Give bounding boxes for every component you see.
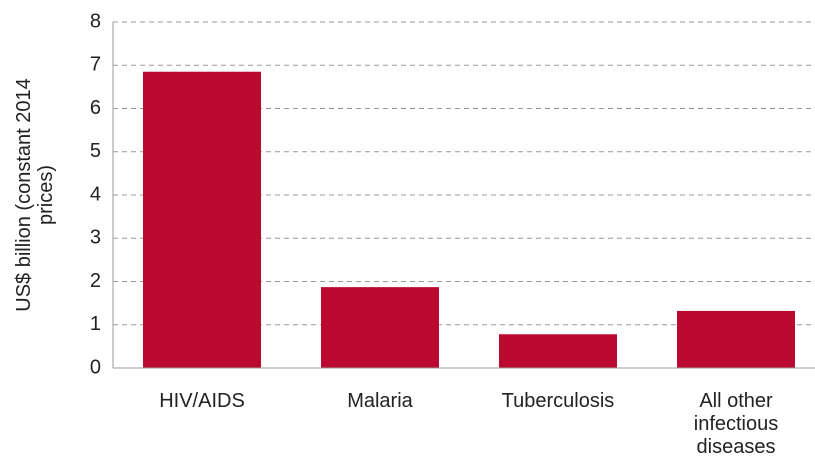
x-tick-label: Tuberculosis: [501, 390, 615, 412]
bar: [499, 334, 617, 368]
x-tick-label: Malaria: [347, 390, 413, 412]
x-tick-label: All other infectious diseases: [693, 390, 779, 458]
y-tick-label: 5: [90, 140, 101, 162]
y-tick-label: 1: [90, 313, 101, 335]
y-tick-label: 2: [90, 270, 101, 292]
bar: [677, 310, 795, 368]
bar: [143, 71, 261, 369]
x-tick-label: HIV/AIDS: [159, 390, 245, 412]
y-tick-label: 7: [90, 54, 101, 76]
y-tick-label: 8: [90, 10, 101, 32]
y-tick-label: 4: [90, 183, 101, 205]
y-tick-label: 6: [90, 97, 101, 119]
y-tick-label: 0: [90, 356, 101, 378]
y-axis-label: US$ billion (constant 2014 prices): [13, 78, 57, 312]
y-tick-label: 3: [90, 227, 101, 249]
bar: [321, 287, 439, 368]
